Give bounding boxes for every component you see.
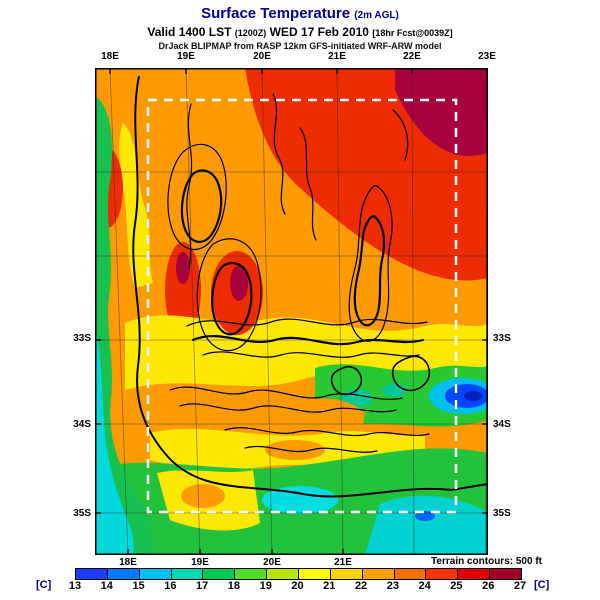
colorbar-tick-label: 14 [100,580,113,592]
lon-label-bottom: 20E [263,557,281,568]
colorbar-tick-label: 23 [386,580,399,592]
inner-domain-outline [146,98,458,514]
colorbar-unit-right: [C] [534,579,550,591]
lat-label-left: 34S [73,419,91,430]
model-source-line: DrJack BLIPMAP from RASP 12km GFS-initia… [158,41,442,51]
grid-lines [95,68,488,555]
colorbar-tick-label: 27 [513,580,527,592]
colorbar-tick-label: 22 [354,580,368,592]
lon-label-top: 21E [328,51,346,62]
lon-label-top: 20E [253,51,271,62]
lat-label-left: 35S [73,508,91,519]
lon-label-bottom: 19E [191,557,209,568]
valid-fcst: [18hr Fcst@0039Z] [372,28,453,38]
colorbar-segment [425,569,458,579]
colorbar-tick-label: 26 [482,580,495,592]
colorbar-tick-label: 16 [164,580,177,592]
colorbar-tick-label: 24 [418,580,431,592]
colorbar-segment [138,569,171,579]
lat-label-right: 33S [493,333,511,344]
map-border [95,68,488,555]
chart-title: Surface Temperature (2m AGL) [0,5,600,22]
colorbar-segment [489,569,522,579]
colorbar-tick-label: 20 [291,580,304,592]
lat-label-right: 35S [493,508,511,519]
lon-label-bottom: 21E [334,557,352,568]
temperature-field [95,68,488,555]
colorbar-segment [202,569,235,579]
colorbar-segment [329,569,362,579]
colorbar-tick-label: 19 [259,580,272,592]
coastline [132,75,488,498]
lat-label-right: 34S [493,419,511,430]
valid-zulu: (1200Z) [234,28,267,38]
colorbar-segment [170,569,203,579]
colorbar-tick-label: 13 [68,580,82,592]
colorbar-segment [457,569,490,579]
colorbar: [C] 13 14 15 16 17 18 19 20 21 22 23 24 25 26 27 [C] [0,566,600,598]
title-text: Surface Temperature [201,5,351,22]
lon-label-bottom: 18E [119,557,137,568]
colorbar-tick-label: 15 [132,580,145,592]
lon-label-top: 19E [177,51,195,62]
lon-label-top: 23E [478,51,496,62]
colorbar-segment [298,569,330,579]
colorbar-segment [266,569,299,579]
colorbar-segment [106,569,139,579]
valid-time-line: Valid 1400 LST (1200Z) WED 17 Feb 2010 [… [0,25,600,39]
colorbar-segment [361,569,394,579]
colorbar-bar [75,568,522,580]
valid-prefix: Valid 1400 LST [147,25,232,39]
colorbar-segment [393,569,426,579]
colorbar-tick-label: 18 [227,580,241,592]
colorbar-unit-left: [C] [36,579,52,591]
terrain-contours-note: Terrain contours: 500 ft [431,556,542,567]
lon-label-top: 18E [101,51,119,62]
lon-label-top: 22E [403,51,421,62]
colorbar-segment [234,569,267,579]
colorbar-tick-label: 17 [196,580,209,592]
temperature-map [95,68,488,555]
colorbar-tick-label: 21 [323,580,336,592]
colorbar-tick-label: 25 [450,580,463,592]
title-units: (2m AGL) [354,10,399,21]
colorbar-segment [76,569,107,579]
valid-date: WED 17 Feb 2010 [269,25,369,39]
lat-label-left: 33S [73,333,91,344]
